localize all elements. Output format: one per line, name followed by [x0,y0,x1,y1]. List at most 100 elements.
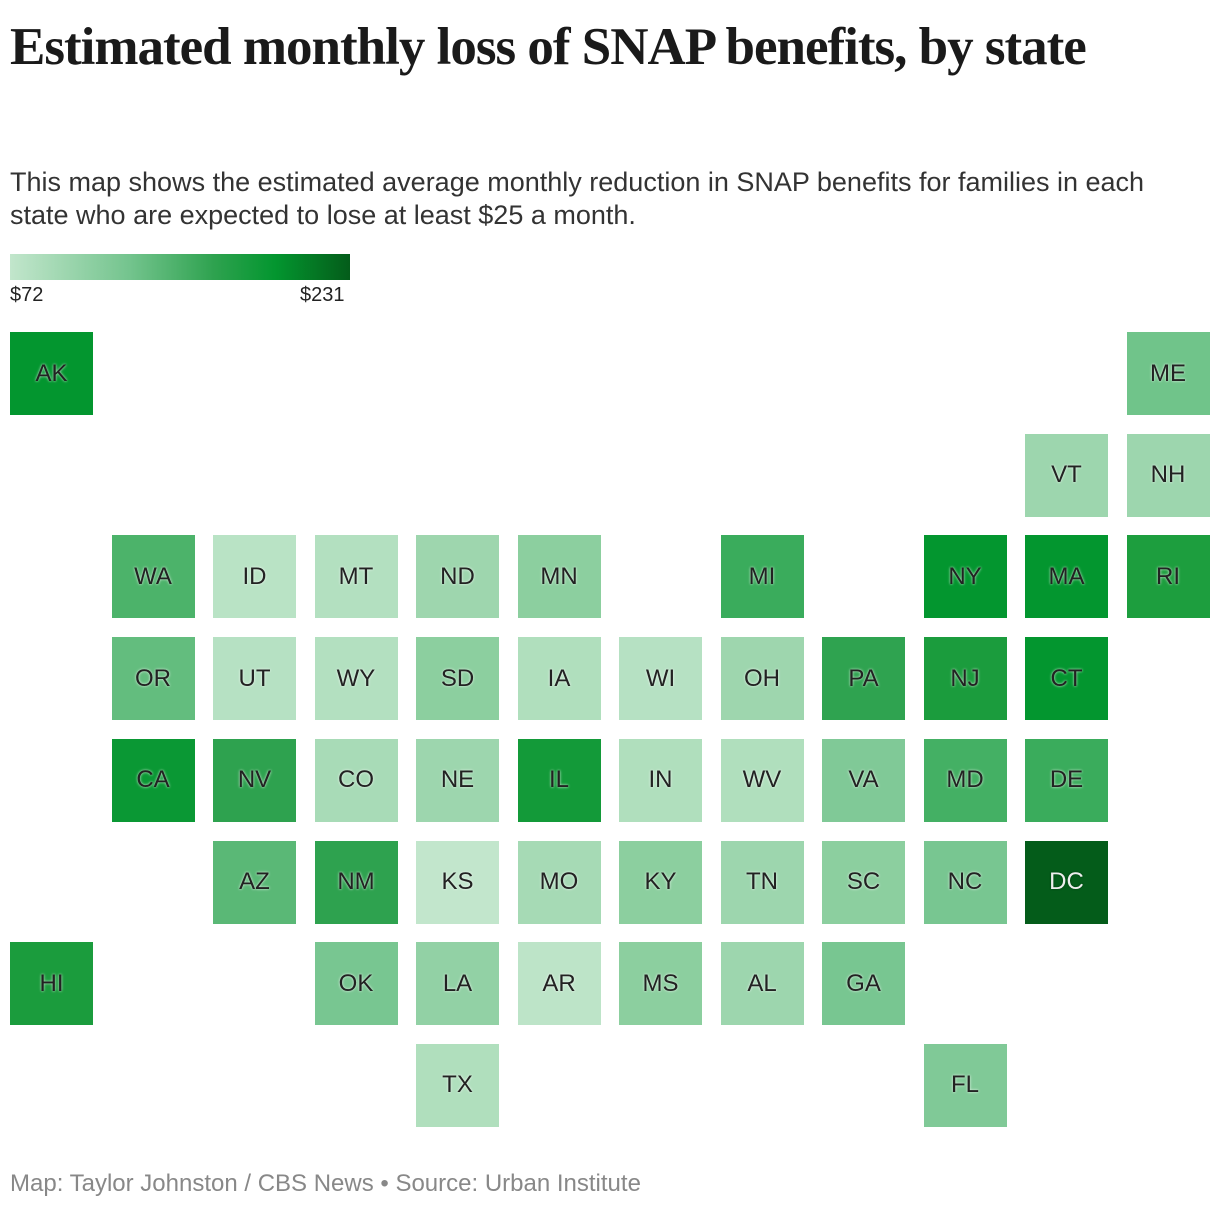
state-label: SC [846,868,881,895]
state-tile-in[interactable]: IN [619,738,702,822]
state-tile-ia[interactable]: IA [517,637,601,721]
state-tile-or[interactable]: OR [111,637,195,721]
state-tile-nh[interactable]: NH [1126,433,1210,517]
state-label: ME [1150,359,1186,387]
state-tile-ks[interactable]: KS [416,840,499,924]
state-tile-de[interactable]: DE [1025,738,1108,822]
state-label: IL [548,766,569,794]
state-label: PA [848,664,879,692]
state-tile-al[interactable]: AL [720,942,804,1026]
state-label: ND [440,562,475,590]
state-label: GA [846,969,881,997]
state-tile-tx[interactable]: TX [416,1043,499,1127]
state-tile-hi[interactable]: HI [10,942,93,1026]
state-label: AZ [239,868,270,895]
state-label: HI [39,969,64,997]
state-tile-ut[interactable]: UT [213,637,296,721]
state-tile-nc[interactable]: NC [923,840,1007,924]
state-label: VT [1051,461,1082,489]
state-label: IN [648,766,673,794]
state-tile-ak[interactable]: AK [10,332,93,415]
state-label: LA [442,969,473,997]
page-title: Estimated monthly loss of SNAP benefits,… [10,18,1087,76]
state-tile-ct[interactable]: CT [1025,637,1108,721]
state-label: OK [338,969,374,997]
state-tile-ny[interactable]: NY [923,535,1007,619]
state-tile-wi[interactable]: WI [619,637,702,721]
state-tile-fl[interactable]: FL [923,1043,1007,1127]
state-label: RI [1156,562,1180,590]
state-label: NH [1150,461,1186,489]
state-label: NV [237,766,272,794]
state-label: WV [742,766,782,794]
state-tile-co[interactable]: CO [314,738,398,822]
state-label: AL [747,969,777,997]
state-label: CO [338,766,374,794]
state-tile-oh[interactable]: OH [720,637,804,721]
state-tile-ar[interactable]: AR [517,942,601,1026]
state-label: KS [441,868,474,895]
state-label: IA [547,664,571,692]
state-label: MA [1048,562,1085,590]
state-tile-vt[interactable]: VT [1025,433,1108,517]
color-legend-bar [10,254,350,280]
state-tile-nd[interactable]: ND [416,535,499,619]
state-label: MS [642,969,679,997]
state-tile-wy[interactable]: WY [314,637,398,721]
state-label: NJ [950,664,980,692]
state-label: DC [1049,868,1084,895]
state-tile-ga[interactable]: GA [822,942,905,1026]
state-tile-mo[interactable]: MO [517,840,601,924]
state-tile-ne[interactable]: NE [416,738,499,822]
state-tile-ri[interactable]: RI [1126,535,1210,619]
state-tile-il[interactable]: IL [517,738,601,822]
state-tile-tn[interactable]: TN [720,840,804,924]
state-tile-id[interactable]: ID [213,535,296,619]
state-tile-mn[interactable]: MN [517,535,601,619]
state-tile-nv[interactable]: NV [213,738,296,822]
state-label: UT [238,664,271,692]
state-label: ID [242,562,267,590]
state-tile-mt[interactable]: MT [314,535,398,619]
state-label: DE [1049,766,1084,794]
state-label: TN [746,868,778,895]
state-tile-md[interactable]: MD [923,738,1007,822]
state-tile-ms[interactable]: MS [619,942,702,1026]
state-tile-az[interactable]: AZ [213,840,296,924]
state-label: WA [134,562,172,590]
state-tile-dc[interactable]: DC [1025,840,1108,924]
legend-min-label: $72 [10,284,44,306]
state-label: OR [135,664,171,692]
state-tile-wa[interactable]: WA [111,535,195,619]
state-label: VA [848,766,879,794]
state-label: FL [950,1071,979,1099]
legend-max-label: $231 [300,284,345,306]
state-label: TX [442,1071,473,1099]
state-label: AK [35,359,68,387]
state-tile-me[interactable]: ME [1126,332,1210,415]
state-label: NC [947,868,983,895]
state-tile-wv[interactable]: WV [720,738,804,822]
state-tile-pa[interactable]: PA [822,637,905,721]
subtitle: This map shows the estimated average mon… [10,167,1145,230]
state-label: NM [337,868,375,895]
credit-line: Map: Taylor Johnston / CBS News • Source… [10,1170,641,1197]
state-tile-sd[interactable]: SD [416,637,499,721]
state-tile-sc[interactable]: SC [822,840,905,924]
state-tile-ma[interactable]: MA [1025,535,1108,619]
state-label: WY [336,664,376,692]
state-tile-ok[interactable]: OK [314,942,398,1026]
state-tile-va[interactable]: VA [822,738,905,822]
state-tile-ky[interactable]: KY [619,840,702,924]
state-label: OH [744,664,780,692]
state-tile-nj[interactable]: NJ [923,637,1007,721]
state-tile-mi[interactable]: MI [720,535,804,619]
state-label: WI [645,664,676,692]
state-label: NE [440,766,475,794]
state-label: MN [540,562,578,590]
state-tile-nm[interactable]: NM [314,840,398,924]
state-label: CA [136,766,170,794]
state-tile-ca[interactable]: CA [111,738,195,822]
state-label: NY [948,562,982,590]
state-tile-la[interactable]: LA [416,942,499,1026]
